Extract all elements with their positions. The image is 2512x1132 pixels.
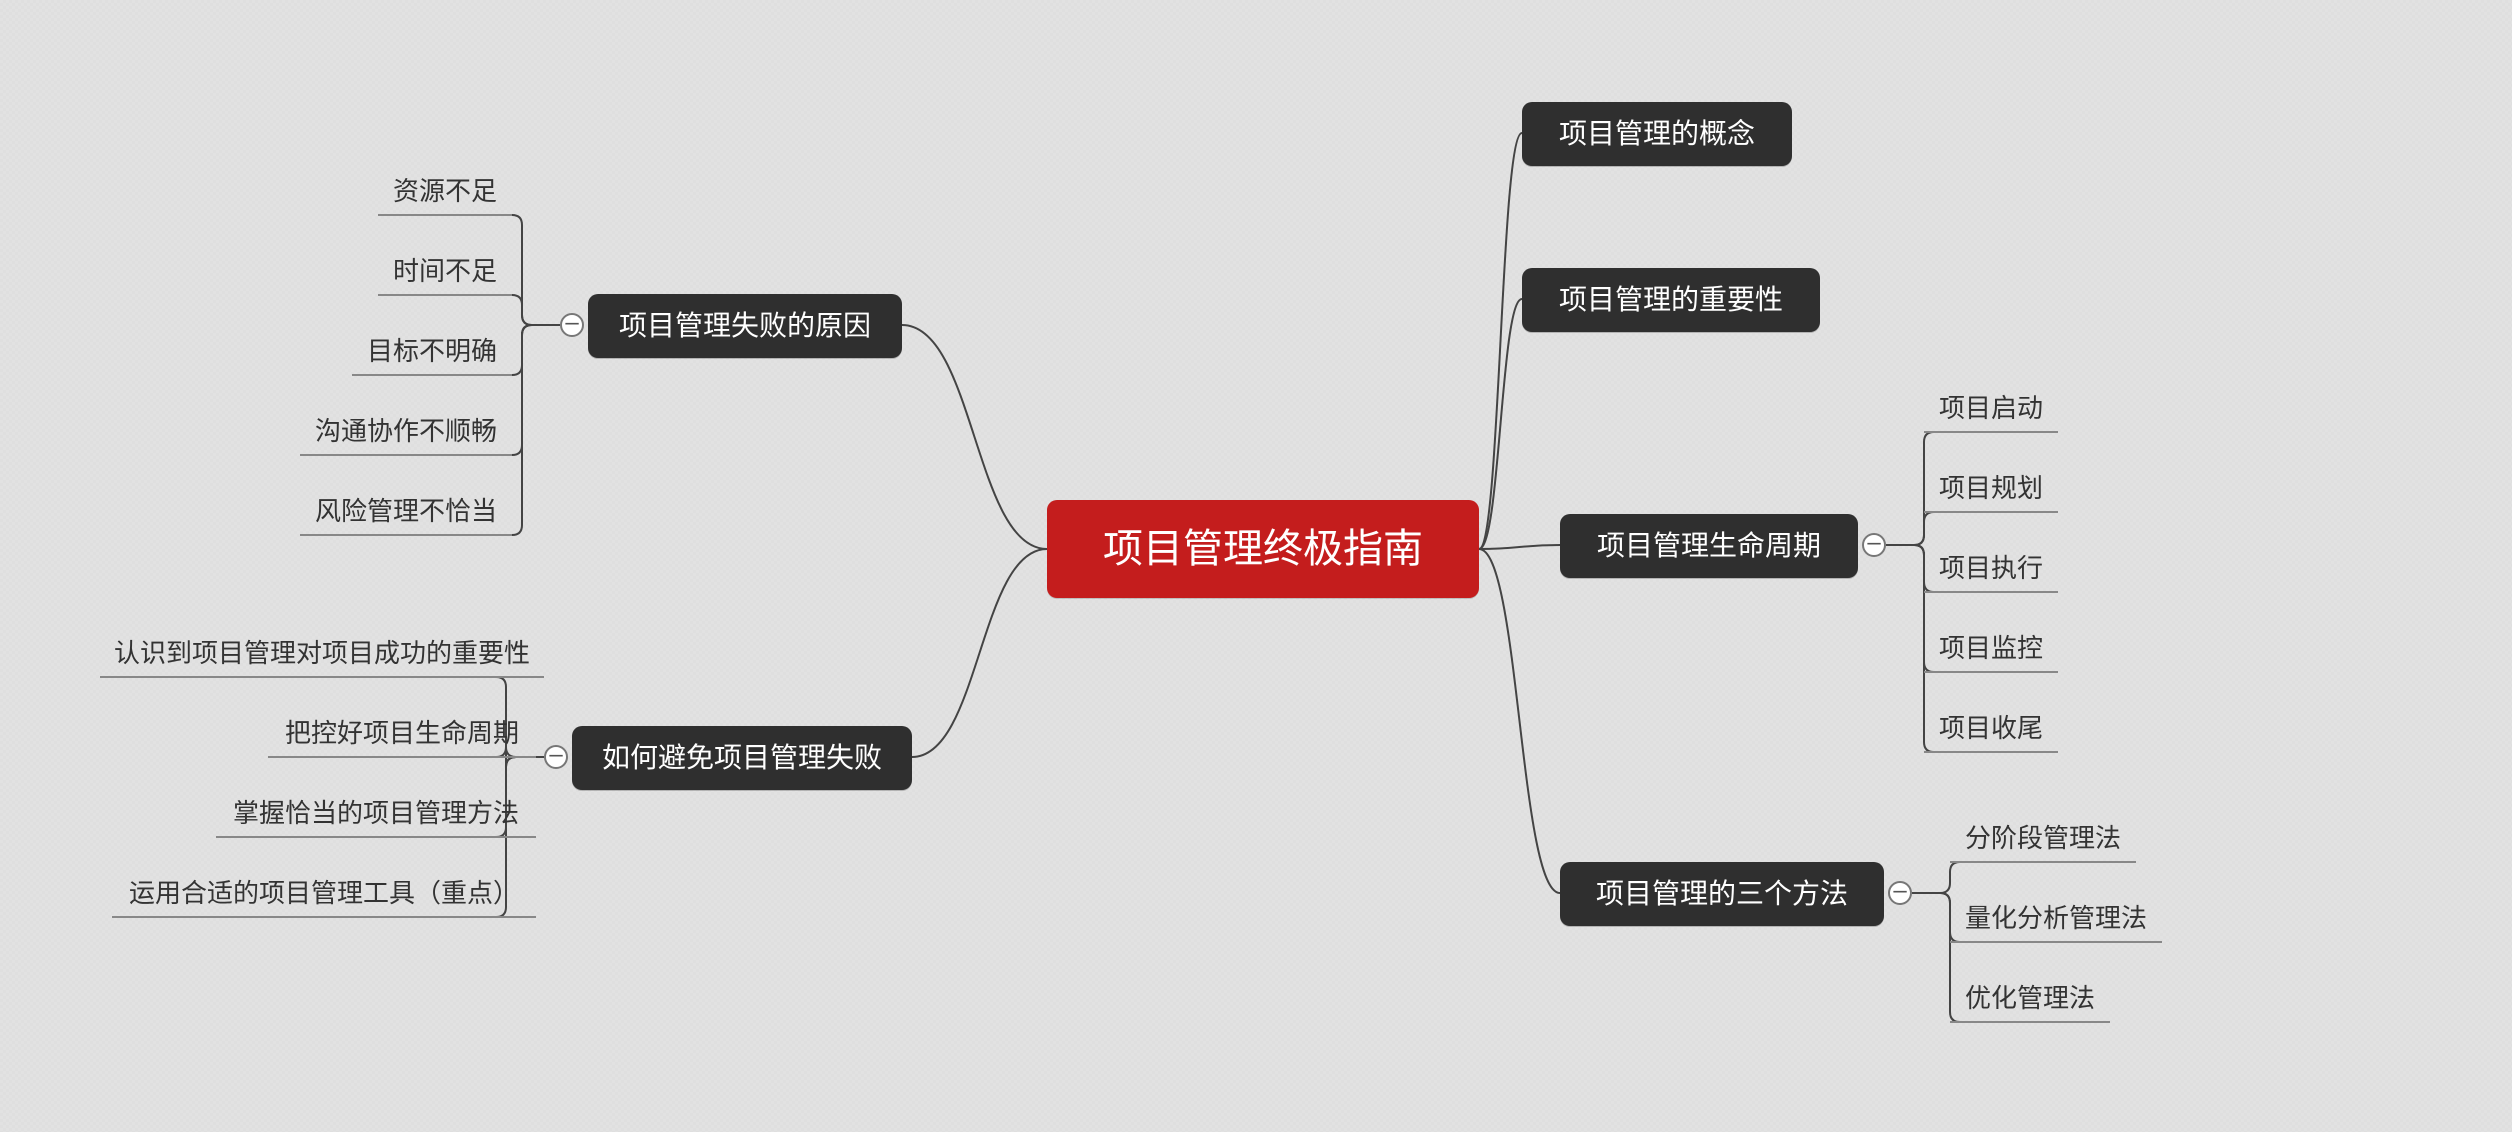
toggle-failure-causes[interactable] xyxy=(560,313,584,337)
leaf-methods-1[interactable]: 量化分析管理法 xyxy=(1950,895,2162,943)
leaf-avoid-failure-1-label: 把控好项目生命周期 xyxy=(285,720,519,746)
leaf-lifecycle-3-label: 项目监控 xyxy=(1939,635,2043,661)
leaf-failure-causes-0-label: 资源不足 xyxy=(393,178,497,204)
leaf-lifecycle-1[interactable]: 项目规划 xyxy=(1924,465,2058,513)
leaf-avoid-failure-1[interactable]: 把控好项目生命周期 xyxy=(268,710,536,758)
leaf-avoid-failure-3-label: 运用合适的项目管理工具（重点） xyxy=(129,880,519,906)
leaf-lifecycle-4-label: 项目收尾 xyxy=(1939,715,2043,741)
toggle-avoid-failure[interactable] xyxy=(544,745,568,769)
branch-importance[interactable]: 项目管理的重要性 xyxy=(1522,268,1820,332)
leaf-failure-causes-4[interactable]: 风险管理不恰当 xyxy=(300,488,512,536)
branch-methods[interactable]: 项目管理的三个方法 xyxy=(1560,862,1884,926)
branch-importance-label: 项目管理的重要性 xyxy=(1559,286,1783,314)
branch-avoid-failure-label: 如何避免项目管理失败 xyxy=(602,744,882,772)
leaf-lifecycle-0[interactable]: 项目启动 xyxy=(1924,385,2058,433)
leaf-lifecycle-2-label: 项目执行 xyxy=(1939,555,2043,581)
root-node-label: 项目管理终极指南 xyxy=(1103,529,1423,569)
branch-avoid-failure[interactable]: 如何避免项目管理失败 xyxy=(572,726,912,790)
leaf-failure-causes-2-label: 目标不明确 xyxy=(367,338,497,364)
leaf-failure-causes-0[interactable]: 资源不足 xyxy=(378,168,512,216)
leaf-failure-causes-1-label: 时间不足 xyxy=(393,258,497,284)
leaf-avoid-failure-0[interactable]: 认识到项目管理对项目成功的重要性 xyxy=(100,630,544,678)
root-node[interactable]: 项目管理终极指南 xyxy=(1047,500,1479,598)
branch-failure-causes-label: 项目管理失败的原因 xyxy=(619,312,871,340)
leaf-lifecycle-1-label: 项目规划 xyxy=(1939,475,2043,501)
leaf-failure-causes-2[interactable]: 目标不明确 xyxy=(352,328,512,376)
leaf-methods-0-label: 分阶段管理法 xyxy=(1965,825,2121,851)
toggle-lifecycle[interactable] xyxy=(1862,533,1886,557)
branch-failure-causes[interactable]: 项目管理失败的原因 xyxy=(588,294,902,358)
leaf-lifecycle-4[interactable]: 项目收尾 xyxy=(1924,705,2058,753)
leaf-failure-causes-3-label: 沟通协作不顺畅 xyxy=(315,418,497,444)
leaf-methods-0[interactable]: 分阶段管理法 xyxy=(1950,815,2136,863)
leaf-lifecycle-2[interactable]: 项目执行 xyxy=(1924,545,2058,593)
branch-methods-label: 项目管理的三个方法 xyxy=(1596,880,1848,908)
leaf-avoid-failure-2[interactable]: 掌握恰当的项目管理方法 xyxy=(216,790,536,838)
leaf-methods-2-label: 优化管理法 xyxy=(1965,985,2095,1011)
leaf-failure-causes-3[interactable]: 沟通协作不顺畅 xyxy=(300,408,512,456)
leaf-methods-2[interactable]: 优化管理法 xyxy=(1950,975,2110,1023)
leaf-lifecycle-0-label: 项目启动 xyxy=(1939,395,2043,421)
leaf-avoid-failure-3[interactable]: 运用合适的项目管理工具（重点） xyxy=(112,870,536,918)
branch-concept[interactable]: 项目管理的概念 xyxy=(1522,102,1792,166)
leaf-failure-causes-1[interactable]: 时间不足 xyxy=(378,248,512,296)
leaf-failure-causes-4-label: 风险管理不恰当 xyxy=(315,498,497,524)
branch-lifecycle[interactable]: 项目管理生命周期 xyxy=(1560,514,1858,578)
leaf-methods-1-label: 量化分析管理法 xyxy=(1965,905,2147,931)
leaf-avoid-failure-0-label: 认识到项目管理对项目成功的重要性 xyxy=(114,640,530,666)
leaf-lifecycle-3[interactable]: 项目监控 xyxy=(1924,625,2058,673)
toggle-methods[interactable] xyxy=(1888,881,1912,905)
branch-concept-label: 项目管理的概念 xyxy=(1559,120,1755,148)
leaf-avoid-failure-2-label: 掌握恰当的项目管理方法 xyxy=(233,800,519,826)
branch-lifecycle-label: 项目管理生命周期 xyxy=(1597,532,1821,560)
